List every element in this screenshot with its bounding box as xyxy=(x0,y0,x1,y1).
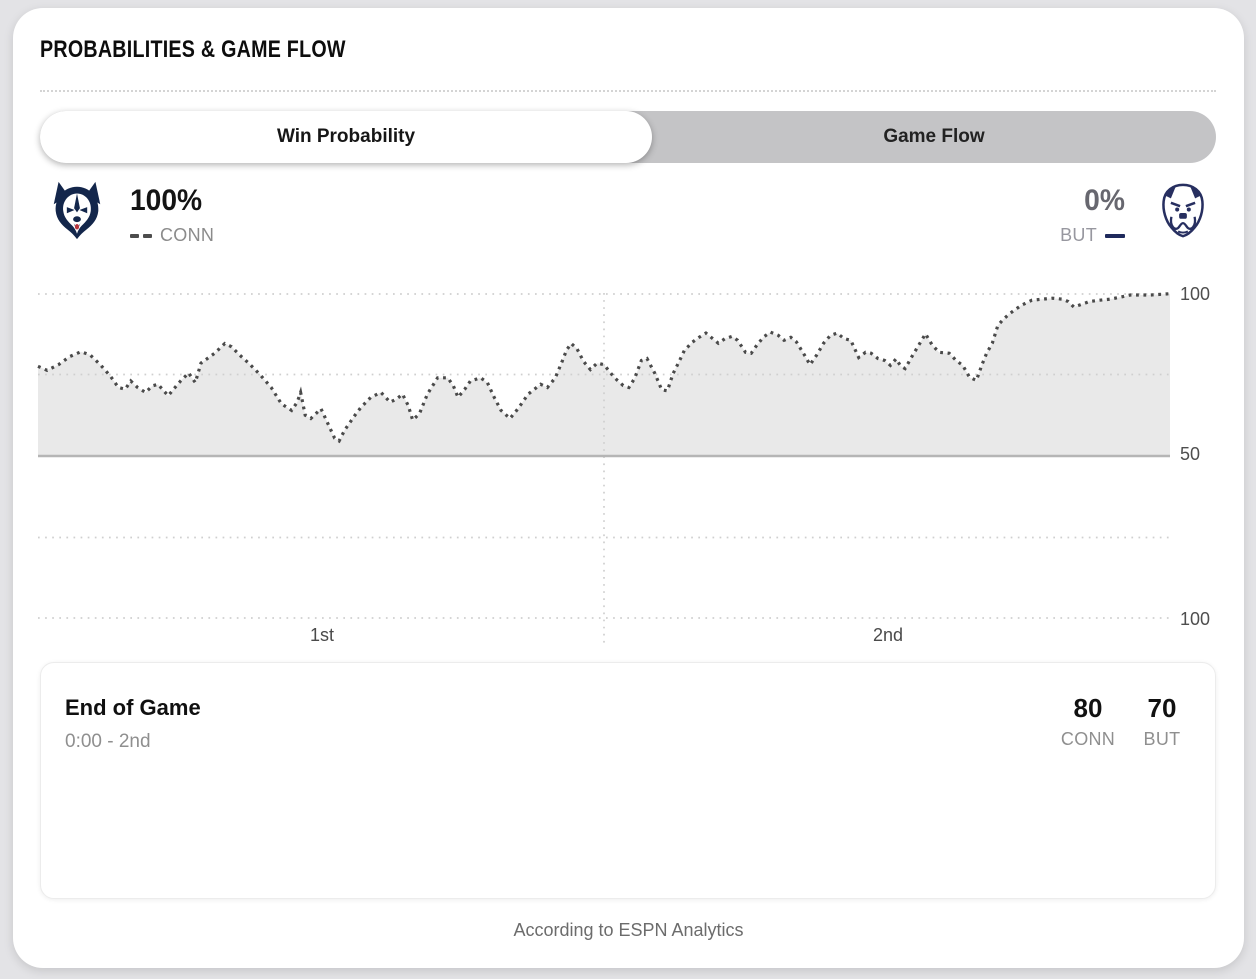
x-axis-label-2nd: 2nd xyxy=(872,625,904,645)
away-team-block: 0% BUT xyxy=(1060,184,1125,246)
away-solid-line-swatch xyxy=(1105,233,1125,238)
tab-win-probability[interactable]: Win Probability xyxy=(276,126,416,147)
home-score-column: 80 CONN xyxy=(1057,693,1119,750)
chart-type-toggle: Win Probability Game Flow xyxy=(40,111,1216,163)
game-summary-card: End of Game 0:00 - 2nd 80 CONN 70 BUT xyxy=(40,662,1216,899)
butler-bulldogs-logo xyxy=(1162,183,1204,238)
y-axis-label-top: 100 xyxy=(1180,284,1211,304)
away-win-pct: 0% xyxy=(1084,184,1125,217)
summary-title: End of Game xyxy=(65,695,201,720)
home-score: 80 xyxy=(1073,693,1103,723)
x-axis-label-1st: 1st xyxy=(309,625,334,645)
home-dashed-line-swatch xyxy=(130,233,152,238)
title-divider xyxy=(40,90,1216,92)
home-team-abbr: CONN xyxy=(160,225,215,245)
module-title: PROBABILITIES & GAME FLOW xyxy=(40,36,346,63)
win-probability-chart[interactable] xyxy=(37,292,1171,643)
away-team-abbr: BUT xyxy=(1060,225,1097,245)
y-axis-label-bottom: 100 xyxy=(1180,609,1211,629)
summary-clock: 0:00 - 2nd xyxy=(65,731,151,752)
home-legend: CONN xyxy=(130,225,214,246)
score-columns: 80 CONN 70 BUT xyxy=(1057,693,1193,750)
away-score: 70 xyxy=(1147,693,1177,723)
probability-fill-area xyxy=(38,293,1170,456)
home-score-team: CONN xyxy=(1060,729,1116,749)
analytics-attribution: According to ESPN Analytics xyxy=(513,920,744,940)
home-win-pct: 100% xyxy=(130,184,203,217)
probabilities-module: PROBABILITIES & GAME FLOW Win Probabilit… xyxy=(13,8,1244,968)
uconn-huskies-logo xyxy=(53,181,101,240)
home-team-block: 100% CONN xyxy=(130,184,214,246)
probability-dotted-line xyxy=(37,292,1171,444)
active-tab-pill xyxy=(40,111,652,163)
away-score-team: BUT xyxy=(1143,729,1181,749)
tab-game-flow[interactable]: Game Flow xyxy=(883,126,985,147)
away-legend: BUT xyxy=(1060,225,1125,246)
away-score-column: 70 BUT xyxy=(1131,693,1193,750)
y-axis-label-mid: 50 xyxy=(1180,444,1201,464)
